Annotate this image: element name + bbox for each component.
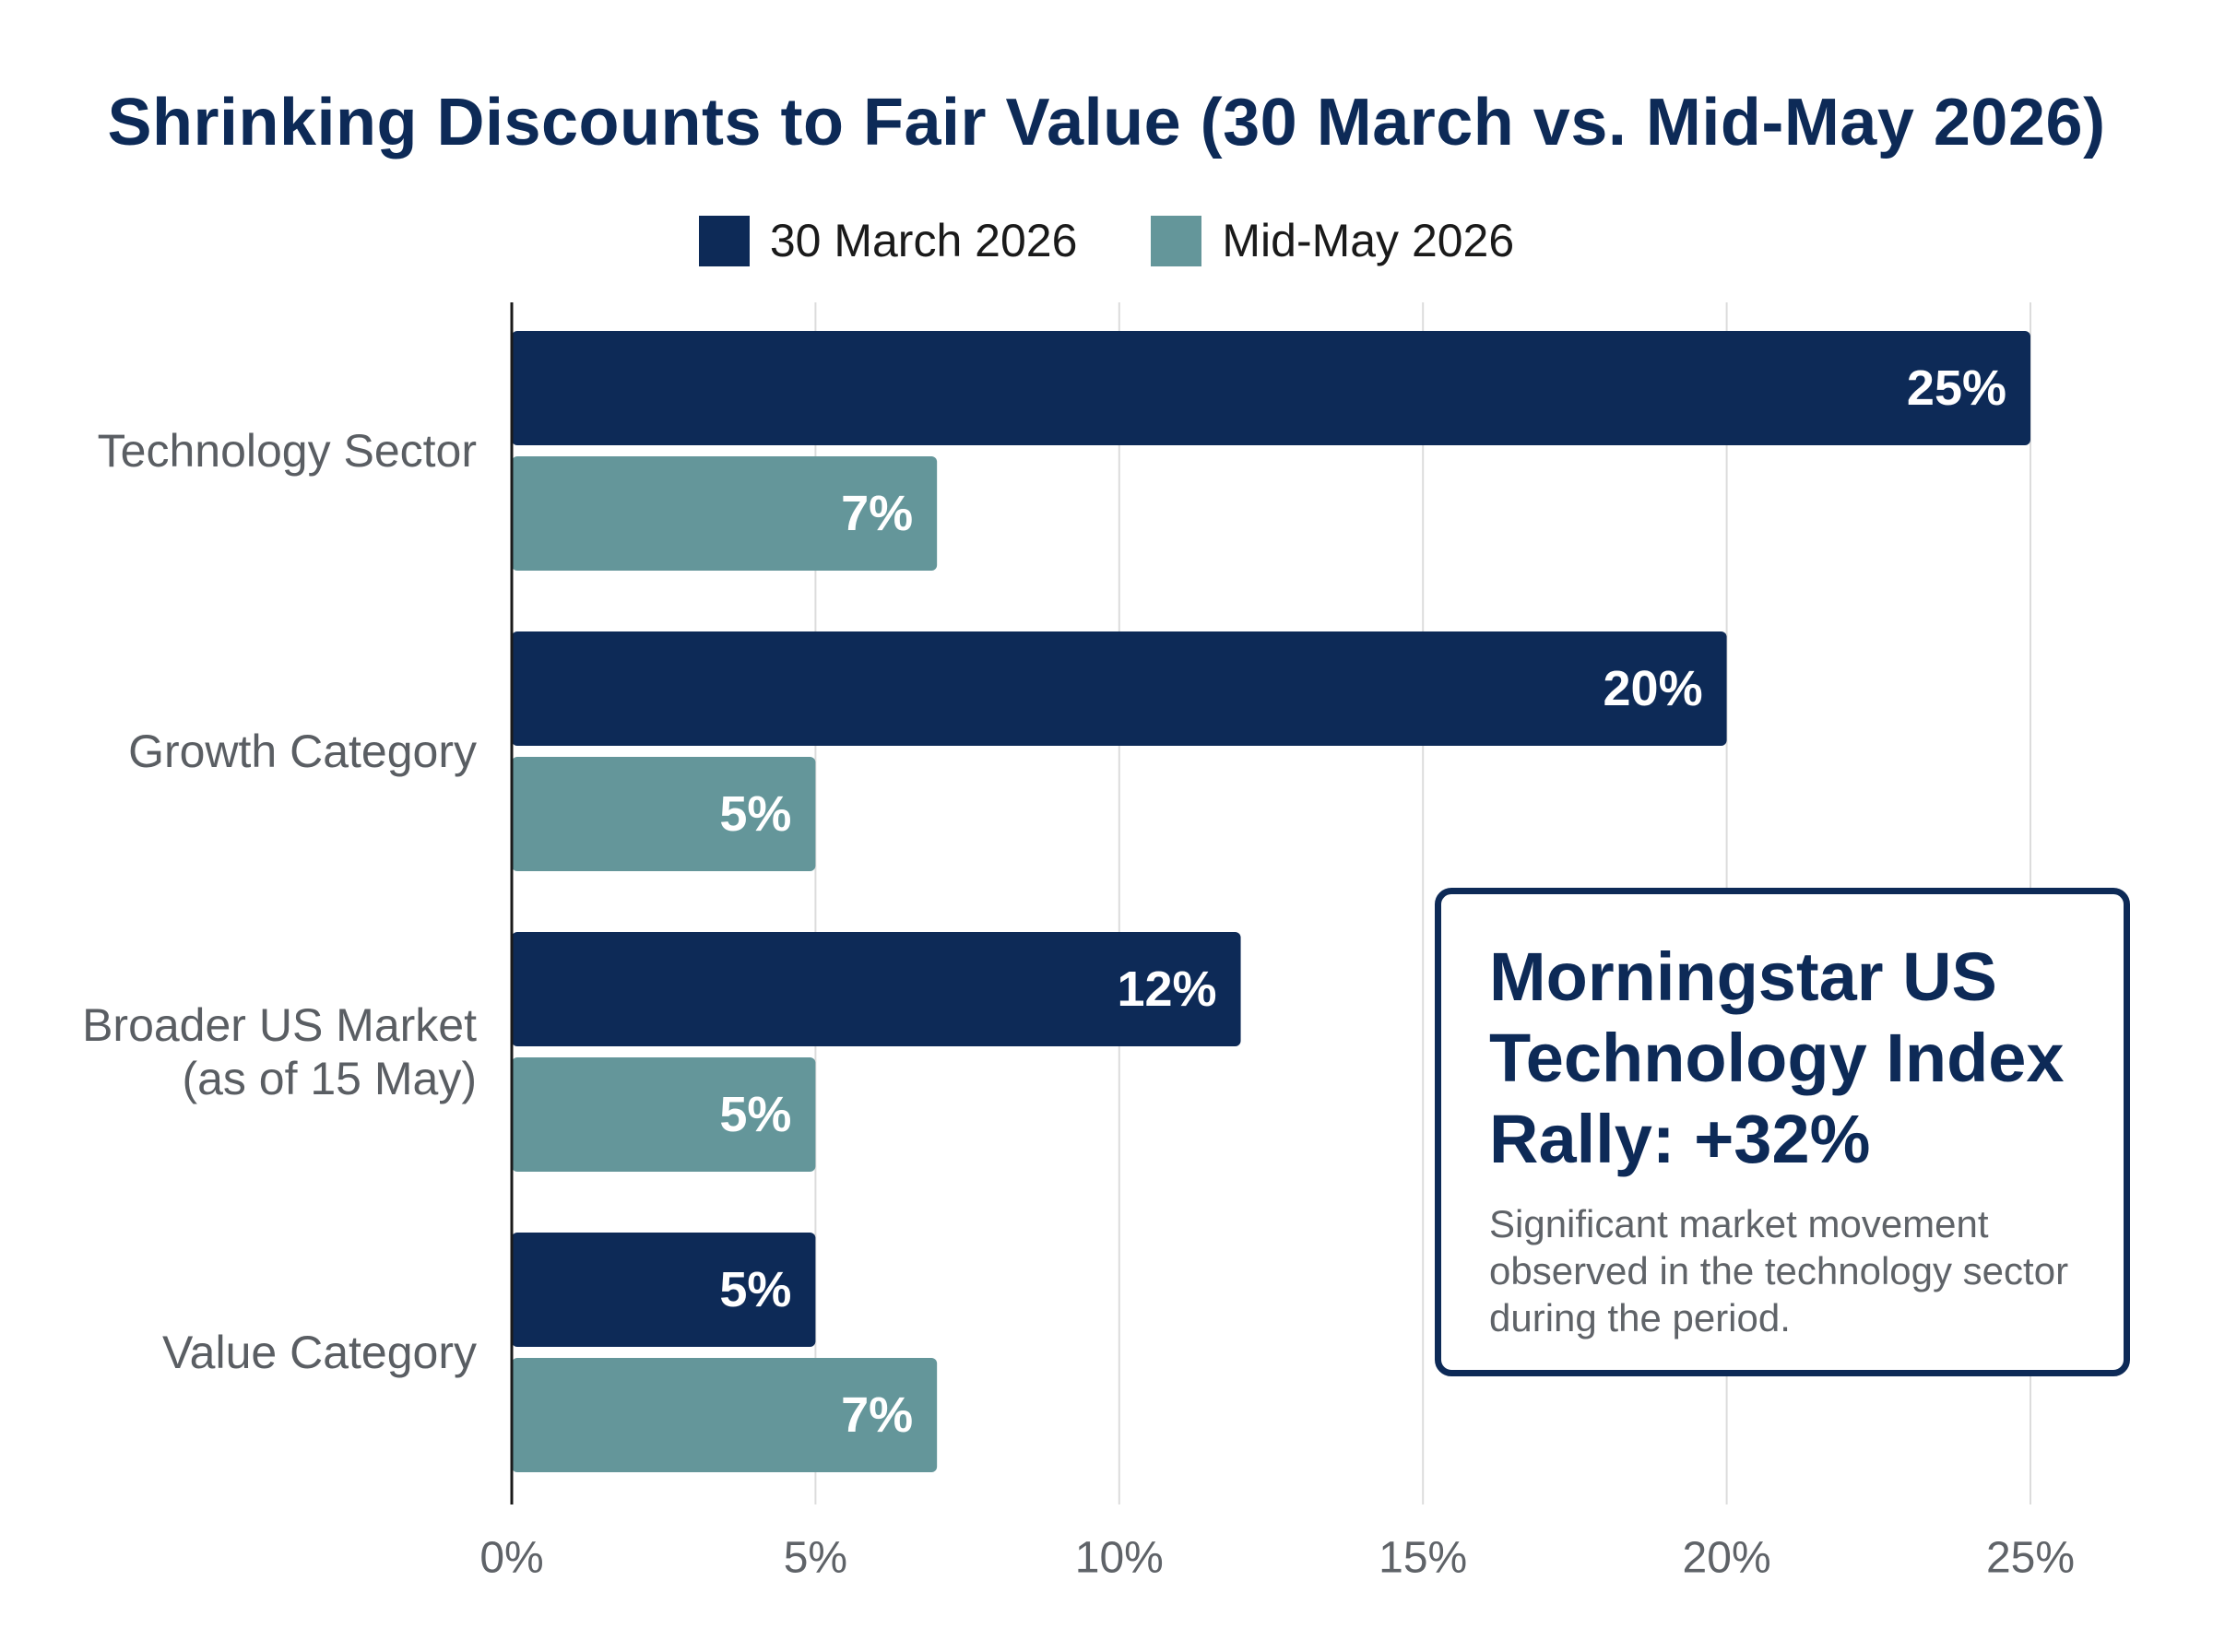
data-label-1-3: 7%	[841, 1387, 913, 1443]
category-label-1-0: Growth Category	[128, 726, 477, 777]
x-tick-label-3: 15%	[1379, 1534, 1467, 1583]
bar-0-3	[512, 1233, 816, 1347]
callout-box: Morningstar US Technology Index Rally: +…	[1435, 888, 2130, 1376]
data-label-0-1: 20%	[1604, 661, 1703, 716]
bar-1-3	[512, 1358, 938, 1472]
callout-title: Morningstar US Technology Index Rally: +…	[1489, 938, 2065, 1177]
category-label-2-1: (as of 15 May)	[182, 1053, 477, 1104]
legend-swatch-march	[698, 215, 750, 266]
category-label-0-0: Technology Sector	[98, 425, 477, 477]
x-tick-label-1: 5%	[784, 1534, 847, 1583]
bar-0-2	[512, 932, 1241, 1046]
legend-label-may: Mid-May 2026	[1222, 215, 1515, 266]
bar-0-1	[512, 631, 1727, 746]
legend-item-may: Mid-May 2026	[1151, 214, 1514, 267]
callout-text: Significant market movement observed in …	[1489, 1202, 2069, 1339]
data-label-1-0: 7%	[841, 486, 913, 541]
legend: 30 March 2026 Mid-May 2026	[0, 214, 2213, 267]
bar-1-2	[512, 1057, 816, 1172]
data-label-0-2: 12%	[1117, 962, 1216, 1017]
bar-1-1	[512, 757, 816, 871]
data-label-1-2: 5%	[719, 1087, 791, 1142]
legend-swatch-may	[1151, 215, 1202, 266]
x-tick-label-5: 25%	[1986, 1534, 2075, 1583]
data-label-0-0: 25%	[1907, 360, 2006, 416]
x-tick-label-0: 0%	[479, 1534, 543, 1583]
chart-title: Shrinking Discounts to Fair Value (30 Ma…	[107, 86, 2106, 159]
legend-item-march: 30 March 2026	[698, 214, 1078, 267]
data-label-1-1: 5%	[719, 786, 791, 842]
category-label-3-0: Value Category	[162, 1327, 477, 1378]
x-tick-label-4: 20%	[1683, 1534, 1771, 1583]
data-label-0-3: 5%	[719, 1262, 791, 1317]
category-label-2-0: Broader US Market	[82, 999, 477, 1051]
bar-1-0	[512, 456, 938, 571]
x-tick-label-2: 10%	[1075, 1534, 1164, 1583]
legend-label-march: 30 March 2026	[769, 215, 1078, 266]
bar-0-0	[512, 331, 2030, 445]
